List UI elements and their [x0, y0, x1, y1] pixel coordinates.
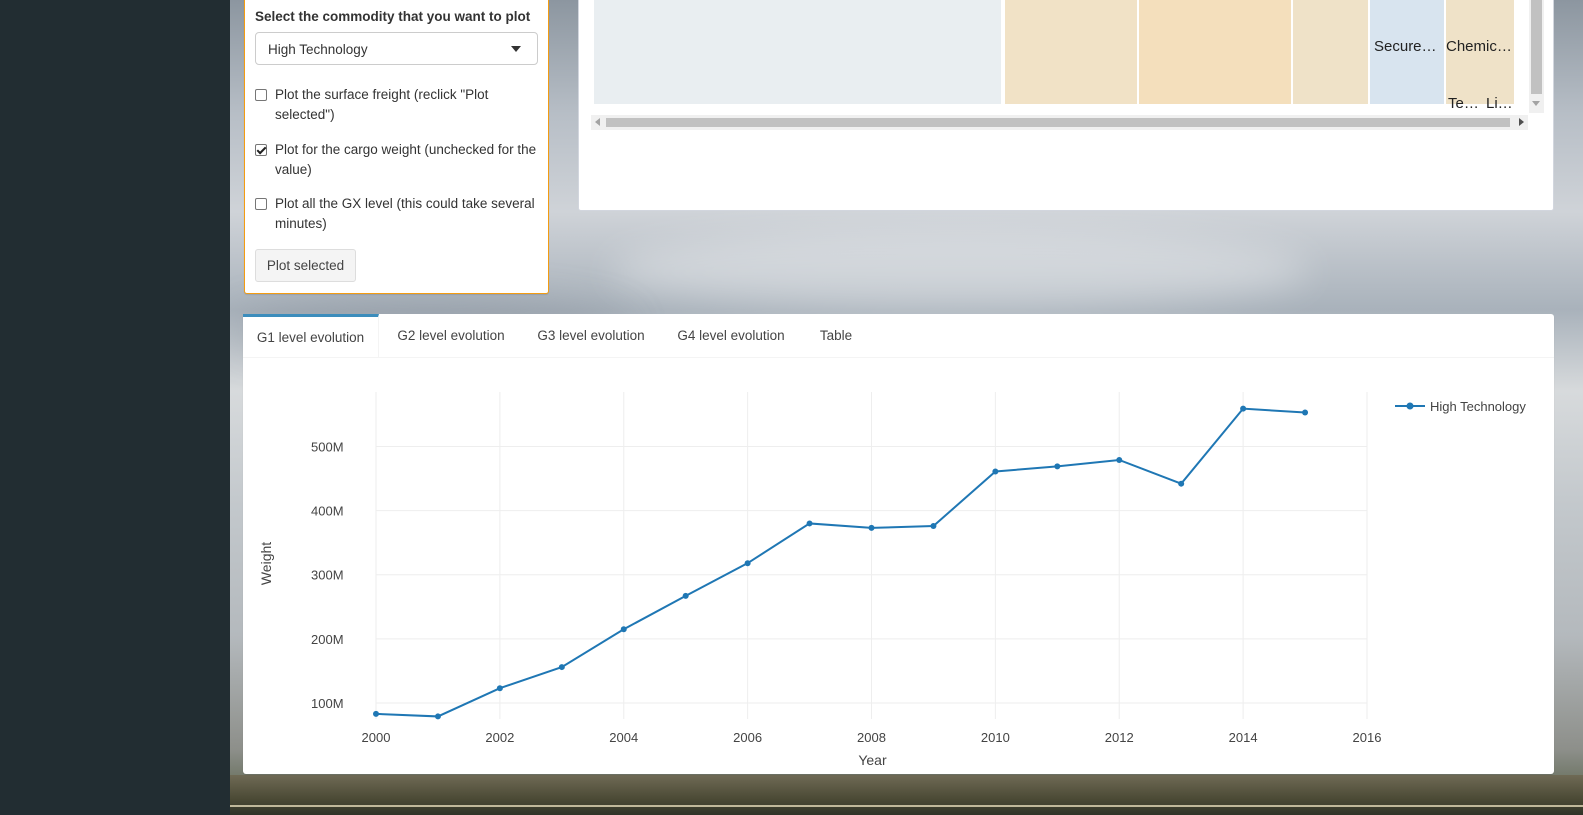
- x-tick-label: 2012: [1105, 730, 1134, 745]
- data-point[interactable]: [744, 560, 751, 567]
- treemap-label: Te…: [1448, 95, 1479, 112]
- treemap-label: Secure…: [1374, 38, 1437, 55]
- tab-table[interactable]: Table: [819, 328, 853, 343]
- cargo-weight-label: Plot for the cargo weight (unchecked for…: [275, 142, 537, 177]
- data-point[interactable]: [1116, 456, 1123, 463]
- treemap-label: Chemic…: [1446, 38, 1512, 55]
- x-axis-title: Year: [858, 752, 887, 768]
- series-line: [375, 407, 1306, 718]
- commodity-select-label: Select the commodity that you want to pl…: [255, 9, 531, 24]
- data-point[interactable]: [806, 520, 813, 527]
- commodity-select[interactable]: High Technology: [255, 32, 538, 65]
- x-tick-label: 2014: [1229, 730, 1258, 745]
- y-axis-title: Weight: [258, 542, 274, 585]
- data-point[interactable]: [434, 713, 441, 720]
- treemap-tile[interactable]: [1139, 0, 1291, 104]
- scroll-left-icon[interactable]: [595, 118, 600, 126]
- x-tick-label: 2008: [857, 730, 886, 745]
- treemap-tile[interactable]: [594, 0, 1001, 104]
- x-tick-label: 2002: [485, 730, 514, 745]
- vertical-scrollbar[interactable]: [1529, 0, 1544, 113]
- x-tick-label: 2000: [362, 730, 391, 745]
- data-point[interactable]: [1240, 405, 1247, 412]
- y-tick-label: 300M: [311, 568, 344, 583]
- y-tick-label: 200M: [311, 632, 344, 647]
- data-point[interactable]: [496, 685, 503, 692]
- y-tick-label: 400M: [311, 504, 344, 519]
- data-point[interactable]: [992, 468, 999, 475]
- data-point[interactable]: [1302, 409, 1309, 416]
- all-gx-level-checkbox[interactable]: [255, 198, 267, 210]
- treemap-panel: Secure… Chemic… Te… Li…: [578, 0, 1554, 211]
- horizontal-scrollbar[interactable]: [591, 115, 1528, 130]
- legend-label: High Technology: [1430, 399, 1526, 414]
- surface-freight-label: Plot the surface freight (reclick "Plot …: [275, 87, 489, 122]
- scroll-down-icon[interactable]: [1532, 101, 1540, 106]
- treemap-tile[interactable]: [1005, 0, 1137, 104]
- ground: [230, 775, 1583, 815]
- data-point[interactable]: [930, 523, 937, 530]
- x-tick-label: 2010: [981, 730, 1010, 745]
- caret-down-icon: [511, 46, 521, 52]
- tab-g2-level-evolution[interactable]: G2 level evolution: [397, 328, 505, 343]
- tab-g1-level-evolution[interactable]: G1 level evolution: [243, 314, 379, 357]
- y-tick-label: 100M: [311, 696, 344, 711]
- treemap-tile[interactable]: Secure…: [1370, 0, 1444, 104]
- all-gx-level-label: Plot all the GX level (this could take s…: [275, 196, 535, 231]
- x-tick-label: 2004: [609, 730, 638, 745]
- input-panel: Select the commodity that you want to pl…: [244, 0, 549, 294]
- x-tick-label: 2006: [733, 730, 762, 745]
- y-tick-label: 500M: [311, 440, 344, 455]
- tab-g3-level-evolution[interactable]: G3 level evolution: [537, 328, 645, 343]
- data-point[interactable]: [682, 592, 689, 599]
- tab-bar: G1 level evolution G2 level evolution G3…: [243, 314, 1554, 358]
- legend-marker: [1406, 402, 1414, 410]
- x-tick-label: 2016: [1353, 730, 1382, 745]
- scrollbar-thumb[interactable]: [606, 118, 1510, 127]
- data-point[interactable]: [373, 710, 379, 717]
- surface-freight-checkbox[interactable]: [255, 89, 267, 101]
- cargo-weight-checkbox[interactable]: [255, 144, 267, 156]
- evolution-tab-box: G1 level evolution G2 level evolution G3…: [243, 314, 1554, 774]
- data-point[interactable]: [558, 664, 565, 671]
- commodity-select-value: High Technology: [268, 42, 368, 57]
- treemap-tile[interactable]: Chemic… Te… Li…: [1446, 0, 1514, 112]
- line-chart[interactable]: 2000 2002 2004 2006 2008 2010 2012 2014 2016 100M…: [243, 314, 1554, 774]
- road-line: [230, 805, 1583, 807]
- scrollbar-thumb[interactable]: [1531, 0, 1542, 94]
- plot-selected-button[interactable]: Plot selected: [255, 249, 356, 282]
- treemap-tile[interactable]: [1293, 0, 1368, 104]
- sidebar: [0, 0, 230, 815]
- data-point[interactable]: [1178, 480, 1185, 487]
- data-point[interactable]: [620, 626, 627, 633]
- treemap-label: Li…: [1486, 95, 1513, 112]
- data-point[interactable]: [868, 524, 875, 531]
- cloud: [610, 230, 1310, 310]
- data-point[interactable]: [1054, 463, 1061, 470]
- scroll-right-icon[interactable]: [1519, 118, 1524, 126]
- tab-g4-level-evolution[interactable]: G4 level evolution: [677, 328, 785, 343]
